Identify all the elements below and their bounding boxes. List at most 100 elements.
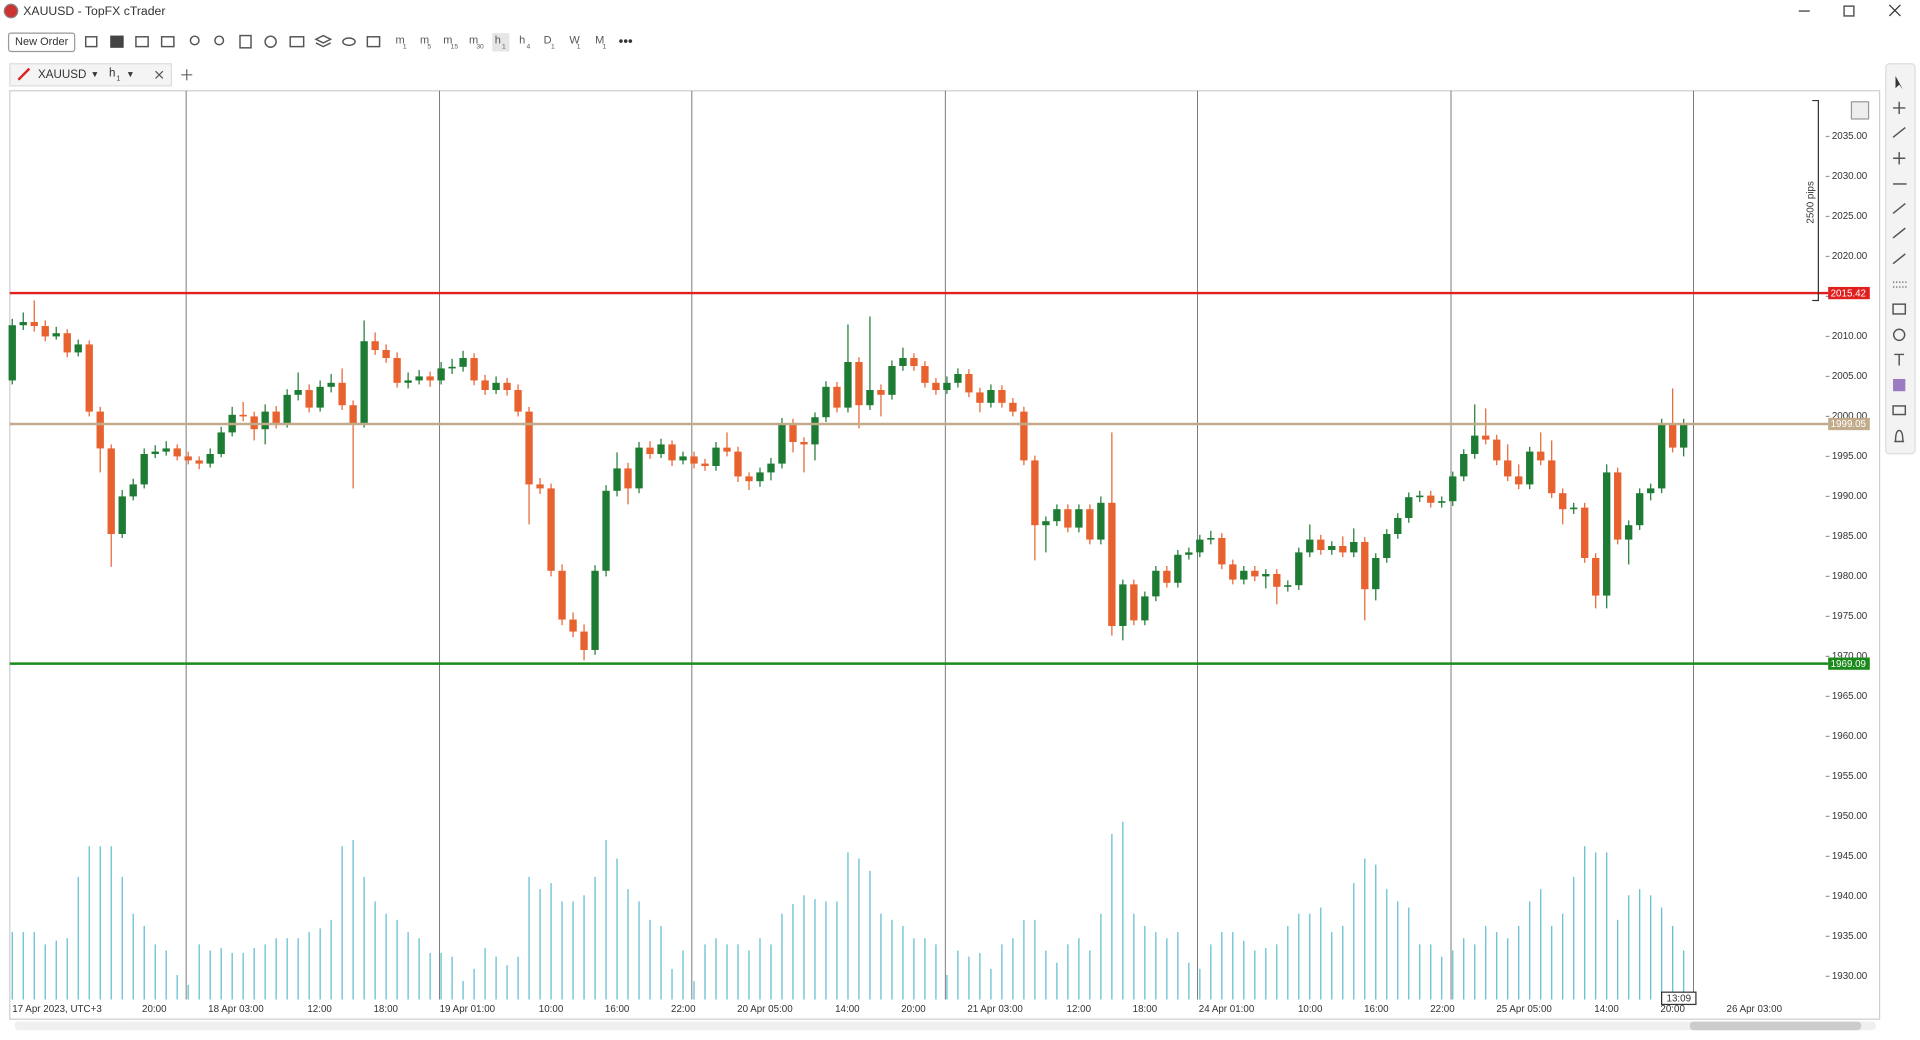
- crosshair-tool[interactable]: [1893, 101, 1906, 115]
- zoom-out-icon[interactable]: [214, 35, 225, 46]
- timeframe-main[interactable]: D: [544, 34, 552, 46]
- layers-icon[interactable]: [314, 34, 333, 48]
- candle-body: [536, 484, 544, 489]
- candle-body: [800, 442, 808, 445]
- x-tick-label: 17 Apr 2023, UTC+3: [12, 1004, 102, 1015]
- view-icon[interactable]: [342, 37, 356, 47]
- color-tool[interactable]: [1893, 378, 1906, 392]
- scrollbar-track[interactable]: [14, 1021, 1876, 1031]
- candle-body: [1427, 495, 1435, 503]
- candle-body: [1284, 585, 1292, 587]
- ellipse-tool[interactable]: [1892, 328, 1906, 342]
- channel-tool[interactable]: [1892, 203, 1906, 214]
- candle-body: [1053, 509, 1061, 522]
- alert-tool[interactable]: [1894, 429, 1905, 443]
- candle-body: [514, 390, 522, 412]
- timeframe-sub[interactable]: 4: [527, 43, 531, 50]
- timeframe-main[interactable]: m: [396, 34, 405, 46]
- text-tool[interactable]: [1894, 353, 1905, 366]
- candle-body: [1581, 507, 1589, 558]
- candle-body: [195, 460, 203, 464]
- candle-body: [756, 472, 764, 482]
- y-tick-label: 1945.00: [1832, 851, 1868, 862]
- new-order-button[interactable]: [7, 32, 76, 53]
- timeframe-sub[interactable]: 1: [403, 43, 407, 50]
- timeframe-main[interactable]: h: [519, 34, 525, 46]
- candle-body: [965, 374, 973, 393]
- timeframe-sub[interactable]: 1: [577, 43, 581, 50]
- candle-body: [569, 619, 577, 632]
- scrollbar-thumb[interactable]: [1689, 1021, 1862, 1031]
- timeframe-dropdown[interactable]: ▼: [126, 69, 134, 79]
- timeframe-main[interactable]: m: [469, 34, 478, 46]
- timeframe-sub[interactable]: 30: [476, 43, 484, 50]
- chart-tab[interactable]: [9, 63, 173, 87]
- y-tick-label: 2005.00: [1832, 371, 1868, 382]
- y-tick-label: 1940.00: [1832, 891, 1868, 902]
- candle-body: [1383, 533, 1391, 558]
- timeframe-sub[interactable]: 1: [602, 43, 606, 50]
- candle-body: [371, 341, 379, 351]
- candle-body: [624, 468, 632, 489]
- timeframe-main[interactable]: m: [443, 34, 452, 46]
- candle-body: [1361, 541, 1369, 590]
- candle-body: [30, 322, 38, 327]
- ruler-tool[interactable]: [1893, 152, 1906, 165]
- single-chart-icon[interactable]: [110, 35, 124, 48]
- timeframe-sub[interactable]: 1: [502, 43, 506, 50]
- screenshot-tool[interactable]: [1892, 405, 1907, 416]
- layout-icon[interactable]: [84, 36, 98, 48]
- rectangle-tool[interactable]: [1892, 303, 1907, 315]
- x-tick-label: 22:00: [1430, 1004, 1455, 1015]
- candle-body: [393, 358, 401, 383]
- timeframe-main[interactable]: h: [495, 34, 501, 46]
- x-tick-label: 19 Apr 01:00: [440, 1004, 496, 1015]
- candle-body: [921, 366, 929, 383]
- x-tick-label: 26 Apr 03:00: [1727, 1004, 1783, 1015]
- timeframe-sub[interactable]: 1: [551, 43, 555, 50]
- chart-type-icon[interactable]: [239, 34, 252, 49]
- candle-body: [1636, 493, 1644, 526]
- candle-body: [602, 490, 610, 571]
- price-chart: 1930.00 1935.00 1940.00 1945.00 1950.00 1955.…: [8, 90, 1870, 1015]
- candle-body: [151, 451, 159, 455]
- candle-body: [184, 456, 192, 461]
- tab-symbol[interactable]: XAUUSD: [38, 68, 86, 81]
- pen-tool[interactable]: [1892, 253, 1906, 265]
- trendline-tool[interactable]: [1892, 126, 1906, 138]
- candle-body: [470, 358, 478, 381]
- chart-edit-button[interactable]: [1850, 101, 1870, 120]
- active-timeframe-bg: [492, 33, 510, 52]
- tab-timeframe-sub[interactable]: 1: [116, 73, 120, 82]
- timeframe-sub[interactable]: 5: [427, 43, 431, 50]
- timeframe-main[interactable]: m: [420, 34, 429, 46]
- candle-body: [1295, 552, 1303, 586]
- more-button[interactable]: •••: [619, 33, 633, 48]
- multi-chart-icon[interactable]: [135, 36, 149, 48]
- candle-body: [283, 394, 291, 424]
- close-button[interactable]: [1888, 4, 1901, 17]
- add-tab[interactable]: [181, 69, 193, 81]
- y-tick-label: 2035.00: [1832, 131, 1868, 142]
- restore-button[interactable]: [1843, 5, 1855, 17]
- indicators-icon[interactable]: [264, 35, 277, 48]
- chart-settings-icon[interactable]: [160, 36, 175, 48]
- timeframe-main[interactable]: W: [569, 34, 580, 46]
- templates-icon[interactable]: [289, 36, 305, 48]
- tab-close[interactable]: [155, 70, 164, 79]
- pattern-tool[interactable]: [1893, 281, 1907, 288]
- zoom-in-icon[interactable]: [189, 35, 200, 46]
- objects-icon[interactable]: [366, 36, 381, 48]
- tab-timeframe-main[interactable]: h: [109, 67, 115, 80]
- candle-body: [1471, 435, 1479, 455]
- fib-tool[interactable]: [1892, 227, 1906, 239]
- candle-body: [712, 447, 720, 467]
- symbol-dropdown[interactable]: ▼: [91, 69, 99, 79]
- candle-body: [1328, 545, 1336, 550]
- timeframe-sub[interactable]: 15: [451, 43, 459, 50]
- timeframe-main[interactable]: M: [595, 34, 604, 46]
- y-tick-label: 1955.00: [1832, 771, 1868, 782]
- candle-body: [877, 390, 885, 395]
- candle-body: [1438, 501, 1446, 503]
- y-tick-label: 1965.00: [1832, 691, 1868, 702]
